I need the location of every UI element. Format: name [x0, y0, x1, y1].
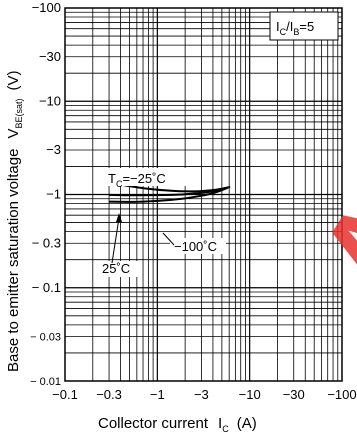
y-tick-label: −100	[32, 0, 61, 15]
series-label-minus25: TC=−25˚C	[108, 171, 166, 189]
y-axis-label: Base to emitter saturation voltageVBE(sa…	[5, 71, 24, 373]
series-line-2	[109, 186, 231, 197]
x-tick-label: −30	[283, 387, 305, 402]
y-tick-label: − 0.3	[32, 235, 61, 250]
y-tick-label: −1	[46, 187, 61, 202]
grid	[65, 8, 342, 381]
x-tick-labels: −0.1 −0.3 −1 −3 −10 −30 −100	[52, 387, 356, 402]
x-tick-label: −1	[150, 387, 165, 402]
y-tick-label: − 0.01	[30, 376, 61, 388]
leader-25-arrow	[116, 213, 122, 222]
x-tick-label: −0.1	[52, 387, 78, 402]
condition-label: IC/IB=5	[276, 19, 314, 37]
y-tick-label: −10	[39, 93, 61, 108]
y-tick-label: −3	[46, 142, 61, 157]
y-tick-label: −30	[39, 49, 61, 64]
y-tick-labels: −100 −30 −10 −3 −1 − 0.3 − 0.1 − 0.03 − 0.01	[30, 0, 61, 388]
x-tick-label: −100	[327, 387, 356, 402]
series-label-25: 25˚C	[102, 261, 130, 276]
leader-100	[162, 232, 175, 246]
plot-frame	[64, 7, 343, 382]
x-axis-label: Collector current IC (A)	[98, 415, 257, 434]
leader-25	[111, 217, 120, 264]
x-tick-label: −3	[194, 387, 209, 402]
series-label-100: −100˚C	[174, 239, 217, 254]
x-tick-label: −0.3	[96, 387, 122, 402]
x-tick-label: −10	[239, 387, 261, 402]
y-tick-label: − 0.03	[30, 332, 61, 344]
condition-box	[269, 11, 339, 41]
y-tick-label: − 0.1	[32, 280, 61, 295]
